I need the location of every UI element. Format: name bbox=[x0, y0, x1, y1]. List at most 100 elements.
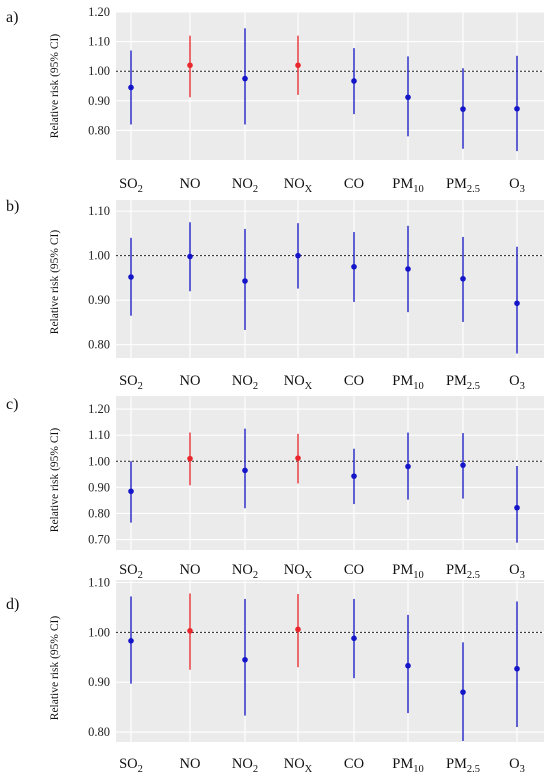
x-tick-label: NOX bbox=[284, 373, 313, 392]
y-axis-title: Relative risk (95% CI) bbox=[49, 230, 61, 335]
x-tick-label: NOX bbox=[284, 756, 313, 773]
y-tick-label: 1.10 bbox=[88, 35, 110, 49]
x-tick-label: SO2 bbox=[119, 562, 143, 581]
estimate-point-NO2 bbox=[242, 278, 248, 284]
panel-a: 0.80 0.90 1.00 1.10 1.20 SO2 NO NO2 NOX CO PM10 PM2… bbox=[6, 5, 544, 195]
estimate-point-NOX bbox=[295, 62, 301, 69]
x-tick-label: CO bbox=[344, 176, 364, 192]
x-tick-label: NO2 bbox=[232, 562, 258, 581]
y-tick-label: 1.00 bbox=[88, 64, 110, 78]
estimate-point-PM10 bbox=[405, 94, 411, 101]
y-tick-label: 0.80 bbox=[88, 338, 110, 352]
x-tick-label: NO bbox=[180, 756, 201, 772]
x-tick-label: CO bbox=[344, 562, 364, 578]
y-tick-label: 1.20 bbox=[88, 5, 110, 19]
estimate-point-NOX bbox=[295, 626, 301, 633]
y-tick-label: 0.90 bbox=[88, 480, 110, 494]
panel-label: b) bbox=[6, 198, 19, 215]
estimate-point-SO2 bbox=[128, 274, 134, 280]
estimate-point-PM10 bbox=[405, 463, 411, 470]
x-tick-label: O3 bbox=[509, 176, 525, 195]
estimate-point-NO bbox=[187, 62, 193, 69]
plot-background bbox=[116, 200, 544, 358]
x-tick-label: CO bbox=[344, 756, 364, 772]
x-tick-label: O3 bbox=[509, 373, 525, 392]
y-axis-title: Relative risk (95% CI) bbox=[49, 428, 61, 533]
panel-d: 0.80 0.90 1.00 1.10 SO2 NO NO2 NOX CO PM10 PM2.5 O3… bbox=[6, 575, 544, 773]
x-tick-label: SO2 bbox=[119, 176, 143, 195]
estimate-point-O3 bbox=[514, 300, 520, 307]
estimate-point-SO2 bbox=[128, 638, 134, 644]
estimate-point-CO bbox=[351, 635, 357, 642]
plot-background bbox=[116, 12, 544, 160]
x-tick-label: PM2.5 bbox=[446, 756, 480, 773]
estimate-point-PM2.5 bbox=[460, 462, 466, 468]
plot-background bbox=[116, 396, 544, 550]
x-tick-label: NO bbox=[180, 373, 201, 389]
x-tick-label: NO2 bbox=[232, 176, 258, 195]
estimate-point-SO2 bbox=[128, 84, 134, 91]
x-tick-label: PM10 bbox=[392, 373, 423, 392]
panel-c: 0.70 0.80 0.90 1.00 1.10 1.20 SO2 NO NO2 NOX CO PM1… bbox=[6, 396, 544, 581]
y-tick-label: 0.90 bbox=[88, 293, 110, 307]
y-tick-label: 0.70 bbox=[88, 533, 110, 547]
x-tick-label: CO bbox=[344, 373, 364, 389]
x-tick-label: NO2 bbox=[232, 756, 258, 773]
x-tick-label: PM10 bbox=[392, 562, 423, 581]
estimate-point-CO bbox=[351, 78, 357, 84]
y-tick-label: 0.80 bbox=[88, 123, 110, 137]
y-tick-label: 1.20 bbox=[88, 402, 110, 416]
estimate-point-NO bbox=[187, 253, 193, 260]
x-tick-label: PM2.5 bbox=[446, 562, 480, 581]
y-tick-label: 1.10 bbox=[88, 204, 110, 218]
x-tick-label: PM2.5 bbox=[446, 176, 480, 195]
x-tick-label: PM2.5 bbox=[446, 373, 480, 392]
x-tick-label: NO bbox=[180, 176, 201, 192]
estimate-point-NO bbox=[187, 628, 193, 634]
y-tick-label: 1.00 bbox=[88, 454, 110, 468]
x-tick-label: O3 bbox=[509, 562, 525, 581]
x-tick-label: SO2 bbox=[119, 756, 143, 773]
y-tick-label: 1.10 bbox=[88, 428, 110, 442]
x-tick-label: NOX bbox=[284, 176, 313, 195]
estimate-point-NO bbox=[187, 455, 193, 462]
x-tick-label: PM10 bbox=[392, 756, 423, 773]
y-tick-label: 0.90 bbox=[88, 94, 110, 108]
estimate-point-CO bbox=[351, 263, 357, 270]
x-tick-label: NOX bbox=[284, 562, 313, 581]
panel-label: d) bbox=[6, 596, 19, 613]
y-tick-label: 1.00 bbox=[88, 625, 110, 639]
x-tick-label: NO2 bbox=[232, 373, 258, 392]
estimate-point-PM2.5 bbox=[460, 275, 466, 282]
y-tick-label: 1.00 bbox=[88, 249, 110, 263]
x-tick-label: O3 bbox=[509, 756, 525, 773]
y-tick-label: 0.80 bbox=[88, 506, 110, 520]
panel-label: c) bbox=[6, 396, 18, 413]
x-tick-label: PM10 bbox=[392, 176, 423, 195]
panel-b: 0.80 0.90 1.00 1.10 SO2 NO NO2 NOX CO PM10 PM2.5 O3… bbox=[6, 198, 544, 392]
y-axis-title: Relative risk (95% CI) bbox=[49, 34, 61, 139]
estimate-point-PM2.5 bbox=[460, 106, 466, 112]
y-tick-label: 0.80 bbox=[88, 725, 110, 739]
x-tick-label: NO bbox=[180, 562, 201, 578]
estimate-point-NOX bbox=[295, 252, 301, 259]
estimate-point-CO bbox=[351, 473, 357, 479]
estimate-point-O3 bbox=[514, 665, 520, 672]
y-tick-label: 0.90 bbox=[88, 675, 110, 689]
estimate-point-SO2 bbox=[128, 488, 134, 495]
estimate-point-O3 bbox=[514, 504, 520, 511]
estimate-point-NO2 bbox=[242, 75, 248, 82]
plot-background bbox=[116, 580, 544, 742]
estimate-point-NO2 bbox=[242, 467, 248, 474]
estimate-point-O3 bbox=[514, 105, 520, 112]
estimate-point-PM10 bbox=[405, 662, 411, 669]
estimate-point-PM2.5 bbox=[460, 689, 466, 695]
x-tick-label: SO2 bbox=[119, 373, 143, 392]
y-axis-title: Relative risk (95% CI) bbox=[49, 616, 61, 721]
estimate-point-NO2 bbox=[242, 656, 248, 663]
estimate-point-NOX bbox=[295, 455, 301, 461]
y-tick-label: 1.10 bbox=[88, 575, 110, 589]
estimate-point-PM10 bbox=[405, 266, 411, 272]
panel-label: a) bbox=[6, 9, 18, 26]
